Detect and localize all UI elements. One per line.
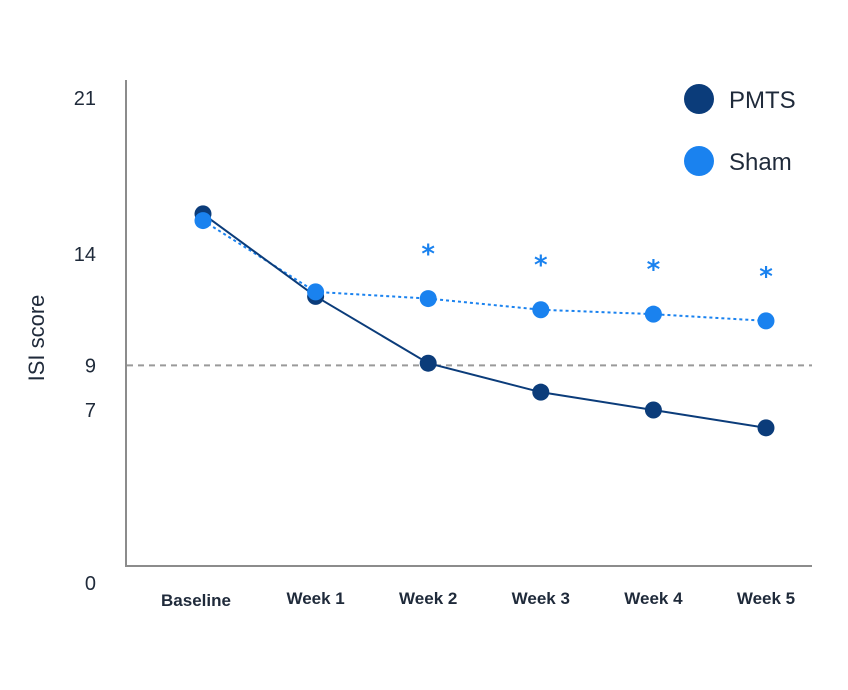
y-tick-label: 21 bbox=[74, 88, 96, 110]
series-line-sham bbox=[202, 219, 767, 322]
x-tick-label: Baseline bbox=[161, 591, 231, 610]
series-line-pmts bbox=[202, 213, 767, 429]
data-point-sham bbox=[419, 290, 437, 308]
y-tick-label: 9 bbox=[85, 355, 96, 377]
x-tick-label: Week 2 bbox=[399, 589, 457, 608]
data-point-pmts bbox=[644, 401, 662, 419]
data-point-pmts bbox=[757, 419, 775, 437]
legend-label-sham: Sham bbox=[729, 149, 792, 176]
data-point-sham bbox=[194, 212, 212, 230]
significance-marker: * bbox=[759, 262, 773, 292]
significance-marker: * bbox=[421, 240, 435, 270]
data-point-pmts bbox=[419, 354, 437, 372]
legend-label-pmts: PMTS bbox=[729, 87, 796, 114]
data-point-sham bbox=[757, 312, 775, 330]
significance-marker: * bbox=[534, 251, 548, 281]
x-tick-label: Week 5 bbox=[737, 589, 795, 608]
y-tick-label: 7 bbox=[85, 400, 96, 422]
y-tick-label: 0 bbox=[85, 573, 96, 595]
x-tick-label: Week 4 bbox=[624, 589, 683, 608]
legend-marker-pmts bbox=[684, 84, 714, 114]
data-point-sham bbox=[644, 305, 662, 323]
data-point-sham bbox=[307, 283, 325, 301]
x-tick-label: Week 3 bbox=[512, 589, 570, 608]
data-point-sham bbox=[532, 301, 550, 319]
significance-marker: * bbox=[647, 255, 661, 285]
legend-marker-sham bbox=[684, 146, 714, 176]
y-axis-label: ISI score bbox=[24, 295, 49, 382]
y-tick-label: 14 bbox=[74, 244, 96, 266]
data-point-pmts bbox=[532, 383, 550, 401]
x-tick-label: Week 1 bbox=[286, 589, 344, 608]
